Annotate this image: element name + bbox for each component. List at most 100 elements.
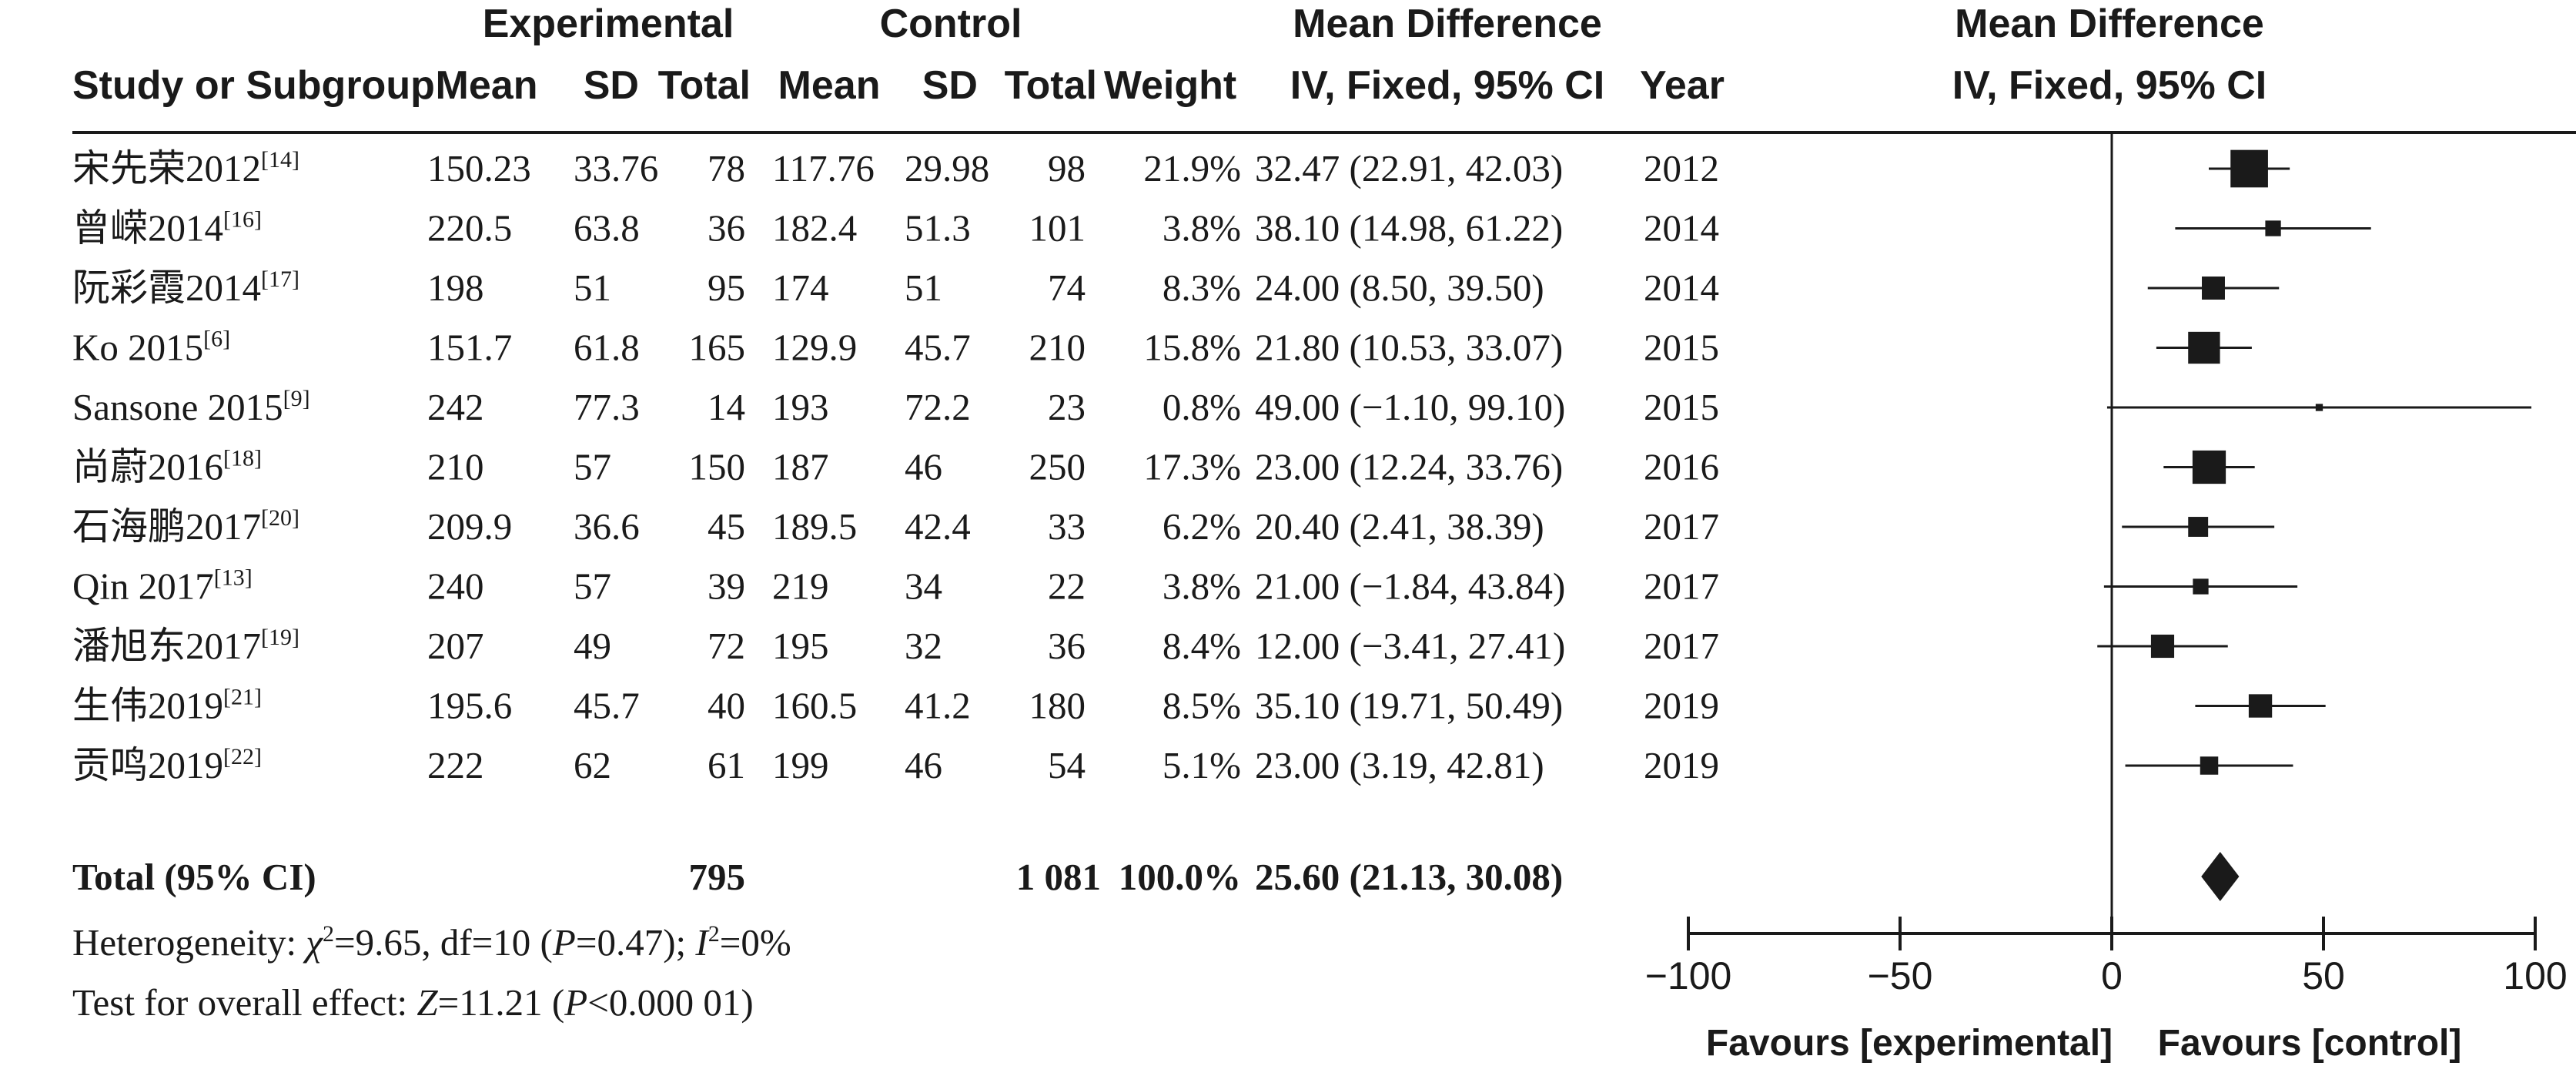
study-row: 贡鸣2019[22] 222 62 61 199 46 54 5.1% 23.00 (3.19,… xyxy=(72,744,1719,786)
study-row: 石海鹏2017[20] 209.9 36.6 45 189.5 42.4 33 6.2% 20.… xyxy=(72,505,1719,548)
year: 2014 xyxy=(1644,266,1719,309)
header-mean-e: Mean xyxy=(436,63,538,108)
header-mean-difference-plot: Mean Difference xyxy=(1955,2,2264,46)
effect-square xyxy=(2150,634,2175,659)
x-tick-label: 0 xyxy=(2101,954,2123,997)
total-experimental: 39 xyxy=(708,565,745,608)
header-ci-plot: IV, Fixed, 95% CI xyxy=(1952,63,2267,108)
header-ci: IV, Fixed, 95% CI xyxy=(1290,63,1604,108)
sd-experimental: 57 xyxy=(574,565,611,608)
effect-square xyxy=(2248,694,2273,718)
study-row: 曾嵘2014[16] 220.5 63.8 36 182.4 51.3 101 3.8% 38.… xyxy=(72,207,1719,250)
study-row: Sansone 2015[9] 242 77.3 14 193 72.2 23 0.8% 49.… xyxy=(72,386,1719,428)
total-control: 33 xyxy=(1048,505,1086,548)
study-name: 贡鸣2019[22] xyxy=(72,744,262,786)
mean-experimental: 210 xyxy=(427,446,484,488)
ci: 12.00 (−3.41, 27.41) xyxy=(1255,625,1565,667)
study-name: 宋先荣2012[14] xyxy=(72,147,299,189)
year: 2019 xyxy=(1644,744,1719,786)
effect-square xyxy=(2192,450,2226,484)
effect-square xyxy=(2193,578,2209,595)
total-control: 74 xyxy=(1048,266,1086,309)
total-control: 180 xyxy=(1029,685,1086,727)
effect-square xyxy=(2315,404,2323,411)
total-control: 210 xyxy=(1029,327,1086,369)
header-sd-e: SD xyxy=(584,63,639,108)
header-total-c: Total xyxy=(1005,63,1097,108)
total-control: 36 xyxy=(1048,625,1086,667)
total-experimental: 150 xyxy=(689,446,746,488)
sd-control: 42.4 xyxy=(905,505,971,548)
ci: 23.00 (12.24, 33.76) xyxy=(1255,446,1563,488)
total-experimental: 795 xyxy=(689,856,746,898)
weight: 21.9% xyxy=(1143,147,1241,189)
weight: 15.8% xyxy=(1143,327,1241,369)
year: 2016 xyxy=(1644,446,1719,488)
sd-experimental: 49 xyxy=(574,625,611,667)
total-experimental: 165 xyxy=(689,327,746,369)
mean-control: 129.9 xyxy=(772,327,857,369)
mean-experimental: 222 xyxy=(427,744,484,786)
total-control: 250 xyxy=(1029,446,1086,488)
header-year: Year xyxy=(1640,63,1725,108)
study-row: 阮彩霞2014[17] 198 51 95 174 51 74 8.3% 24.00 (8.50… xyxy=(72,266,1719,309)
study-markers xyxy=(2097,149,2532,775)
study-name: 尚蔚2016[18] xyxy=(72,446,262,488)
header-mean-c: Mean xyxy=(778,63,881,108)
mean-control: 174 xyxy=(772,266,829,309)
header-experimental: Experimental xyxy=(483,2,734,46)
x-axis-ticks: −100 −50 0 50 100 xyxy=(1645,917,2568,997)
x-tick-label: 50 xyxy=(2302,954,2345,997)
total-ci: 25.60 (21.13, 30.08) xyxy=(1255,856,1563,898)
mean-experimental: 150.23 xyxy=(427,147,531,189)
header-study: Study or Subgroup xyxy=(72,63,435,108)
header-total-e: Total xyxy=(658,63,751,108)
year: 2017 xyxy=(1644,625,1719,667)
study-row: Ko 2015[6] 151.7 61.8 165 129.9 45.7 210 15.8% 2… xyxy=(72,327,1719,369)
study-name: 曾嵘2014[16] xyxy=(72,207,262,250)
header-mean-difference: Mean Difference xyxy=(1293,2,1602,46)
ci: 38.10 (14.98, 61.22) xyxy=(1255,207,1563,250)
mean-experimental: 220.5 xyxy=(427,207,512,250)
sd-control: 29.98 xyxy=(905,147,989,189)
mean-experimental: 151.7 xyxy=(427,327,512,369)
header-weight: Weight xyxy=(1104,63,1236,108)
year: 2012 xyxy=(1644,147,1719,189)
sd-experimental: 45.7 xyxy=(574,685,640,727)
total-control: 54 xyxy=(1048,744,1086,786)
weight: 5.1% xyxy=(1163,744,1241,786)
effect-square xyxy=(2188,331,2220,364)
study-row: 尚蔚2016[18] 210 57 150 187 46 250 17.3% 23.00 (12… xyxy=(72,446,1719,488)
weight: 17.3% xyxy=(1143,446,1241,488)
ci: 21.00 (−1.84, 43.84) xyxy=(1255,565,1565,608)
mean-experimental: 198 xyxy=(427,266,484,309)
effect-square xyxy=(2188,517,2209,537)
study-name: 石海鹏2017[20] xyxy=(72,505,299,548)
year: 2017 xyxy=(1644,565,1719,608)
total-control: 1 081 xyxy=(1016,856,1101,898)
x-tick-label: −50 xyxy=(1868,954,1933,997)
year: 2019 xyxy=(1644,685,1719,727)
ci: 32.47 (22.91, 42.03) xyxy=(1255,147,1563,189)
forest-plot-panel: −100 −50 0 50 100 Favours [experimental] Fav… xyxy=(1645,132,2568,1064)
total-experimental: 14 xyxy=(708,386,745,428)
total-experimental: 40 xyxy=(708,685,745,727)
sd-experimental: 63.8 xyxy=(574,207,640,250)
sd-control: 51.3 xyxy=(905,207,971,250)
sd-control: 46 xyxy=(905,744,942,786)
header-sd-c: SD xyxy=(922,63,978,108)
mean-control: 117.76 xyxy=(772,147,875,189)
total-weight: 100.0% xyxy=(1119,856,1241,898)
sd-control: 46 xyxy=(905,446,942,488)
heterogeneity-text: Heterogeneity: χ2=9.65, df=10 (P=0.47); … xyxy=(72,921,791,964)
year: 2014 xyxy=(1644,207,1719,250)
sd-control: 51 xyxy=(905,266,942,309)
weight: 8.4% xyxy=(1163,625,1241,667)
total-control: 23 xyxy=(1048,386,1086,428)
study-name: 阮彩霞2014[17] xyxy=(72,266,299,309)
total-experimental: 61 xyxy=(708,744,745,786)
weight: 6.2% xyxy=(1163,505,1241,548)
mean-experimental: 195.6 xyxy=(427,685,512,727)
sd-experimental: 62 xyxy=(574,744,611,786)
